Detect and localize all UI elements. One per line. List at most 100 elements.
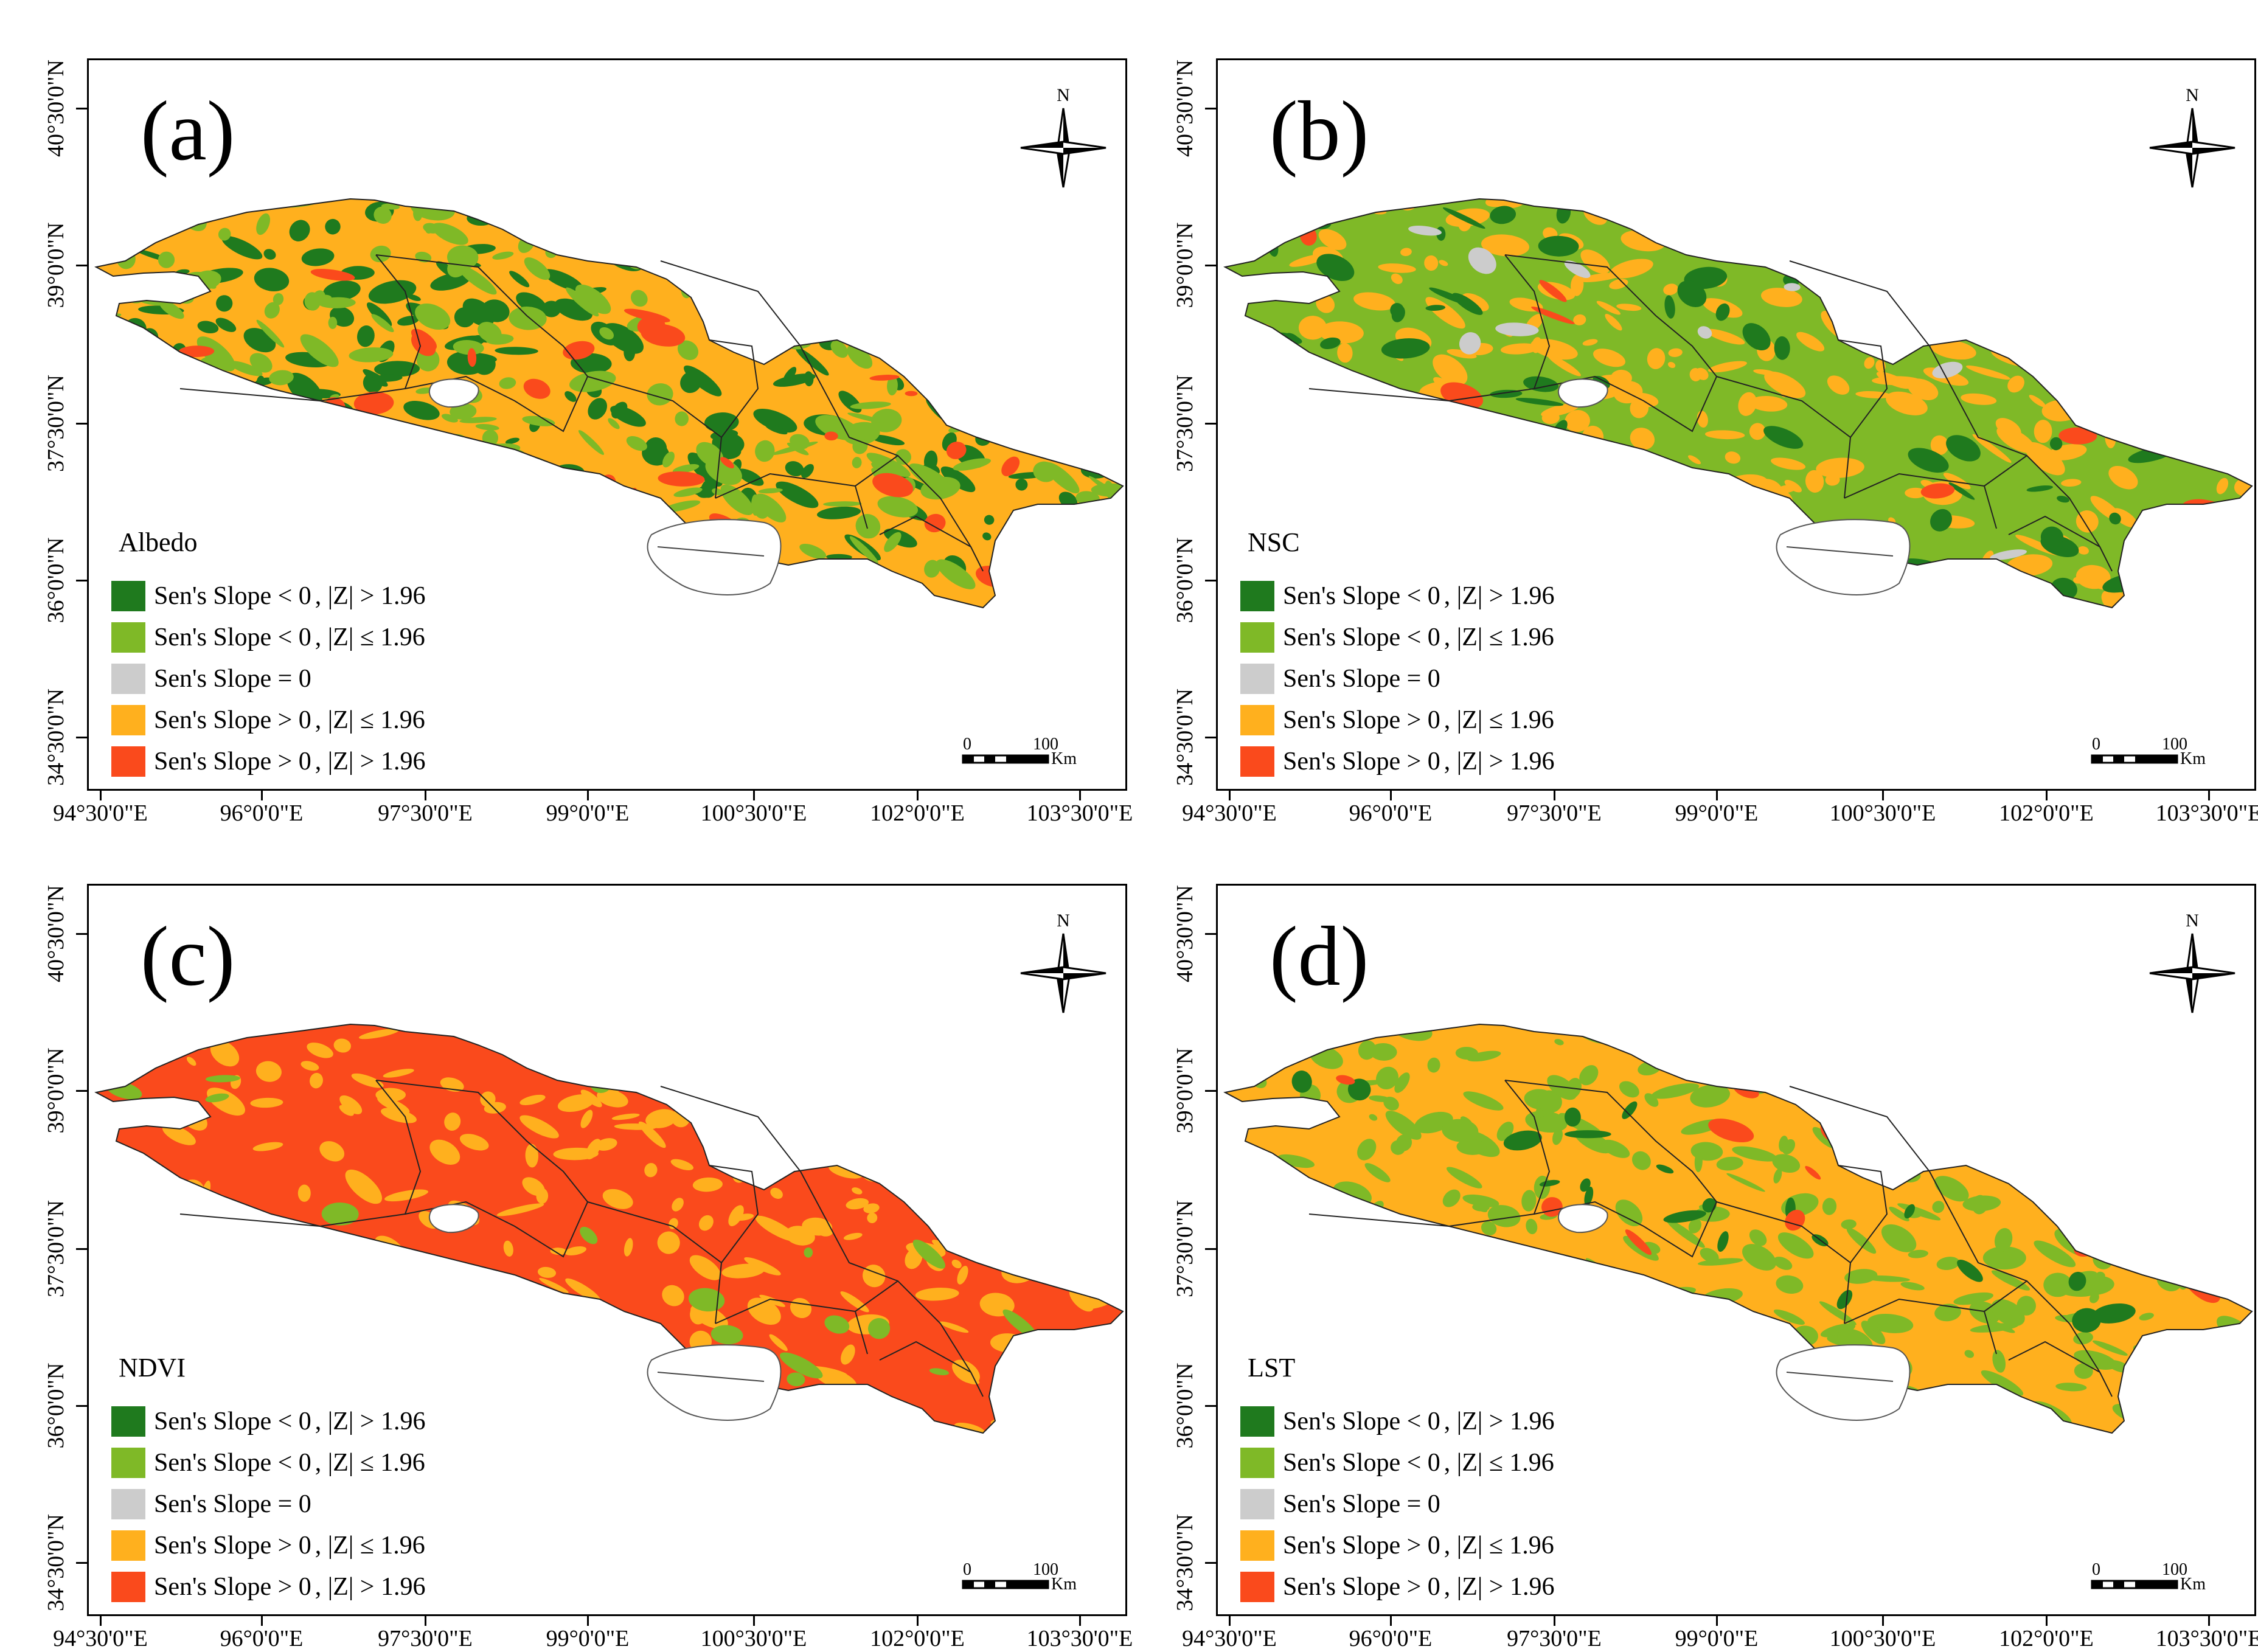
trend-patch [1044, 1389, 1055, 1400]
trend-patch [357, 325, 375, 347]
legend-item: Sen's Slope > 0, |Z| > 1.96 [111, 741, 425, 782]
trend-patch [850, 401, 891, 409]
trend-patch [1105, 297, 1123, 314]
latitude-label: 36°0'0"N [43, 537, 69, 623]
trend-patch [2034, 420, 2052, 443]
trend-patch [705, 1067, 739, 1090]
trend-patch [602, 1189, 633, 1209]
trend-patch [158, 251, 175, 268]
legend-condition: , |Z| > 1.96 [1443, 1407, 1555, 1435]
trend-patch [1716, 1156, 1743, 1171]
trend-patch [720, 457, 734, 469]
trend-patch [2201, 220, 2232, 231]
legend-condition: , |Z| ≤ 1.96 [1443, 1449, 1554, 1477]
legend-item: Sen's Slope < 0, |Z| ≤ 1.96 [1240, 617, 1554, 658]
trend-patch [1410, 1302, 1450, 1325]
trend-patch [252, 1142, 283, 1151]
latitude-tick [76, 265, 87, 266]
trend-patch [630, 290, 648, 307]
trend-patch [843, 1232, 863, 1240]
trend-patch [976, 251, 1003, 276]
trend-patch [1994, 1227, 2013, 1252]
trend-patch [297, 1184, 311, 1202]
trend-patch [1861, 1275, 1910, 1282]
map-panel-b: (b) NSC Sen's Slope < 0, |Z| > 1.96 Sen's S… [1129, 0, 2258, 826]
trend-patch [1029, 1407, 1059, 1430]
trend-patch [872, 473, 914, 498]
trend-patch [1933, 203, 1976, 227]
trend-patch [1835, 1027, 1874, 1035]
trend-patch [698, 1215, 714, 1231]
trend-patch [297, 502, 318, 514]
trend-patch [596, 581, 629, 592]
trend-patch [2009, 1077, 2041, 1091]
trend-patch [616, 1024, 655, 1045]
trend-patch [1979, 1043, 1991, 1056]
latitude-label: 34°30'0"N [1172, 689, 1198, 786]
trend-patch [881, 321, 911, 330]
trend-patch [847, 412, 884, 423]
trend-patch [942, 300, 959, 314]
svg-text:Km: Km [2180, 1575, 2206, 1594]
trend-patch [2113, 259, 2145, 272]
trend-patch [1646, 502, 1671, 521]
trend-patch [299, 518, 330, 531]
trend-patch [1971, 1094, 1985, 1108]
trend-patch [801, 463, 814, 478]
trend-patch [1115, 323, 1123, 344]
trend-patch [1103, 352, 1123, 368]
trend-patch [1021, 304, 1030, 324]
trend-patch [819, 200, 835, 214]
qinghai-lake [647, 519, 782, 595]
latitude-tick [76, 737, 87, 738]
trend-patch [1667, 1333, 1694, 1342]
trend-patch [459, 1134, 489, 1151]
trend-patch [1806, 236, 1836, 246]
trend-patch [1642, 524, 1674, 532]
trend-patch [1815, 1106, 1849, 1122]
longitude-tick [1079, 791, 1081, 800]
trend-patch [1230, 1308, 1276, 1331]
trend-patch [159, 300, 184, 319]
trend-patch [279, 490, 292, 502]
trend-patch [1768, 1328, 1780, 1344]
trend-patch [450, 1353, 467, 1370]
trend-patch [2144, 417, 2176, 442]
trend-patch [1827, 1074, 1851, 1097]
trend-patch [1849, 1027, 1896, 1044]
trend-patch [1547, 354, 1581, 377]
trend-patch [413, 1268, 438, 1283]
trend-patch [341, 560, 363, 573]
trend-patch [260, 521, 277, 539]
trend-patch [1883, 1035, 1921, 1071]
trend-patch [1708, 361, 1747, 373]
trend-patch [2072, 338, 2111, 367]
trend-patch [2234, 477, 2252, 497]
trend-patch [785, 280, 805, 297]
trend-patch [1072, 560, 1103, 572]
trend-patch [887, 376, 898, 396]
trend-patch [1885, 255, 1932, 272]
trend-patch [2017, 1296, 2036, 1316]
trend-patch [448, 531, 470, 546]
legend-item: Sen's Slope > 0, |Z| ≤ 1.96 [111, 1525, 425, 1566]
trend-patch [1037, 411, 1061, 433]
trend-patch [770, 1187, 783, 1199]
trend-patch [120, 1236, 134, 1257]
trend-patch [1096, 1233, 1123, 1249]
trend-patch [1561, 1381, 1599, 1399]
trend-patch [430, 272, 471, 291]
trend-patch [179, 449, 208, 459]
svg-text:0: 0 [963, 735, 971, 754]
trend-patch [867, 1212, 878, 1223]
trend-patch [531, 506, 577, 530]
trend-patch [110, 352, 139, 358]
trend-patch [189, 1364, 200, 1373]
trend-patch [1747, 1024, 1762, 1043]
latitude-label: 39°0'0"N [43, 222, 69, 308]
trend-patch [1868, 314, 1896, 336]
trend-patch [940, 245, 961, 265]
trend-patch [2147, 1125, 2184, 1156]
trend-patch [355, 508, 372, 528]
trend-patch [1291, 1213, 1336, 1233]
